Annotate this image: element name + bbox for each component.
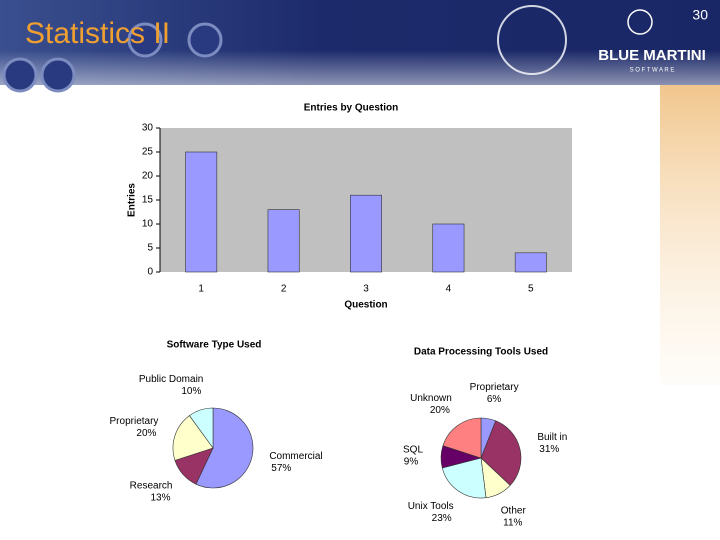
chart-title: Software Type Used bbox=[167, 340, 262, 351]
slice-value-label: 11% bbox=[503, 517, 522, 528]
slice-value-label: 57% bbox=[271, 463, 291, 474]
chart-title: Data Processing Tools Used bbox=[414, 347, 548, 358]
slice-label: Proprietary bbox=[110, 416, 159, 427]
slice-value-label: 10% bbox=[181, 386, 201, 397]
pie-slice bbox=[480, 420, 522, 486]
bar bbox=[185, 151, 218, 273]
decoration bbox=[40, 57, 76, 93]
slice-label: Unknown bbox=[410, 393, 452, 404]
logo-sub: S O F T W A R E bbox=[630, 68, 675, 74]
logo: BLUE MARTINI bbox=[598, 47, 706, 64]
bar bbox=[350, 194, 382, 273]
y-tick-label: 20 bbox=[142, 171, 154, 182]
y-tick-label: 15 bbox=[142, 195, 154, 206]
y-tick-label: 5 bbox=[147, 243, 153, 254]
x-tick-label: 3 bbox=[363, 284, 369, 295]
chart-title: Entries by Question bbox=[304, 103, 398, 114]
side-decoration bbox=[660, 85, 720, 385]
logo-icon bbox=[627, 9, 653, 35]
bar bbox=[514, 252, 547, 273]
slice-label: Other bbox=[501, 505, 527, 516]
slice-value-label: 20% bbox=[136, 428, 156, 439]
decoration bbox=[187, 22, 223, 58]
slice-label: Public Domain bbox=[139, 374, 203, 385]
pie-slice bbox=[442, 417, 482, 459]
y-tick-label: 10 bbox=[142, 219, 154, 230]
y-tick-label: 0 bbox=[147, 267, 153, 278]
pie-slice bbox=[441, 457, 487, 499]
bar bbox=[432, 223, 465, 273]
decoration bbox=[127, 22, 163, 58]
y-tick-label: 30 bbox=[142, 123, 154, 134]
x-tick-label: 5 bbox=[528, 284, 534, 295]
slide-title: Statistics II bbox=[25, 17, 170, 50]
page-number: 30 bbox=[692, 7, 708, 23]
slice-label: Proprietary bbox=[470, 382, 519, 393]
y-axis-label: Entries bbox=[127, 183, 138, 217]
slice-value-label: 20% bbox=[430, 405, 450, 416]
slice-label: Research bbox=[130, 480, 173, 491]
pie-slice bbox=[189, 407, 214, 449]
slice-label: SQL bbox=[403, 445, 423, 456]
y-tick-label: 25 bbox=[142, 147, 154, 158]
x-tick-label: 1 bbox=[198, 284, 204, 295]
slice-label: Commercial bbox=[269, 451, 322, 462]
x-axis-label: Question bbox=[344, 300, 387, 311]
decoration bbox=[2, 57, 38, 93]
x-tick-label: 4 bbox=[446, 284, 452, 295]
slice-value-label: 23% bbox=[432, 513, 452, 524]
bar bbox=[267, 209, 300, 273]
slice-value-label: 6% bbox=[487, 394, 502, 405]
banner-fade bbox=[0, 50, 720, 120]
x-tick-label: 2 bbox=[281, 284, 287, 295]
pie-slice bbox=[195, 407, 254, 489]
slice-label: Built in bbox=[537, 432, 567, 443]
pie-slice bbox=[172, 415, 214, 461]
slice-value-label: 31% bbox=[539, 444, 559, 455]
seal bbox=[497, 5, 567, 75]
slice-label: Unix Tools bbox=[408, 501, 454, 512]
slice-value-label: 13% bbox=[150, 492, 170, 503]
slice-value-label: 9% bbox=[404, 457, 419, 468]
